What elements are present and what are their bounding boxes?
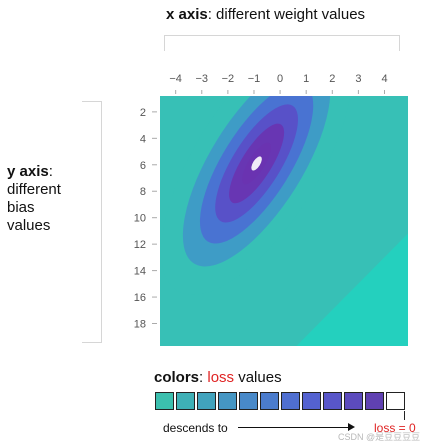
color-swatch (197, 392, 216, 410)
watermark: CSDN @是豆豆豆豆 (338, 432, 421, 442)
y-axis-title: y axis: different bias values (7, 163, 61, 234)
descends-label: descends to (163, 421, 228, 435)
y-tick-label: 16 (134, 292, 146, 304)
color-swatch (365, 392, 384, 410)
color-swatch (302, 392, 321, 410)
color-swatch-row (155, 392, 405, 412)
color-swatch (155, 392, 174, 410)
y-bracket-top (82, 101, 102, 102)
color-swatch (323, 392, 342, 410)
y-tick-label: 2 (140, 107, 146, 119)
colors-title: colors: loss values (154, 369, 282, 386)
loss-zero-label: loss = 0 (374, 421, 416, 435)
x-bracket-left (164, 35, 165, 51)
x-bracket-right (399, 35, 400, 51)
x-tick-label: 3 (355, 73, 361, 85)
x-axis-title: x axis: different weight values (166, 6, 366, 23)
x-tick-label: 4 (381, 73, 387, 85)
color-swatch (260, 392, 279, 410)
loss-zero-swatch (386, 392, 405, 410)
color-swatch (176, 392, 195, 410)
x-tick-label: 2 (329, 73, 335, 85)
y-tick-label: 18 (134, 319, 146, 331)
x-tick-label: 1 (303, 73, 309, 85)
y-bracket-side (101, 101, 102, 343)
y-ticks: 2 4 6 8 10 12 14 16 18 (134, 107, 157, 331)
arrow-line (238, 427, 350, 428)
color-swatch (281, 392, 300, 410)
arrow-right-icon (348, 423, 355, 431)
loss-contour-7 (251, 156, 262, 171)
color-swatch (239, 392, 258, 410)
color-swatch (218, 392, 237, 410)
x-tick-label: 0 (277, 73, 283, 85)
x-ticks: −4 −3 −2 −1 0 1 2 3 4 (169, 73, 388, 94)
x-tick-label: −2 (222, 73, 235, 85)
y-tick-label: 8 (140, 186, 146, 198)
x-tick-label: −4 (169, 73, 182, 85)
y-tick-label: 4 (140, 133, 146, 145)
y-bracket-bottom (82, 342, 102, 343)
heatmap-corner-high (296, 233, 408, 346)
x-tick-label: −3 (195, 73, 208, 85)
x-bracket-top (164, 35, 400, 36)
x-tick-label: −1 (248, 73, 261, 85)
y-tick-label: 10 (134, 213, 146, 225)
heatmap-plot-area (160, 96, 408, 346)
y-tick-label: 14 (134, 266, 146, 278)
color-swatch (344, 392, 363, 410)
y-tick-label: 6 (140, 160, 146, 172)
loss-zero-pointer (404, 411, 405, 420)
y-tick-label: 12 (134, 239, 146, 251)
